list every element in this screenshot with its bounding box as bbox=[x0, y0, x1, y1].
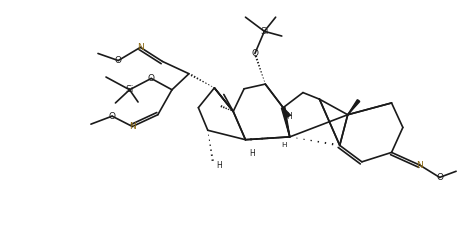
Polygon shape bbox=[348, 100, 360, 115]
Text: H: H bbox=[249, 149, 255, 158]
Text: N: N bbox=[137, 43, 144, 52]
Text: Si: Si bbox=[126, 85, 134, 94]
Text: O: O bbox=[251, 49, 258, 58]
Polygon shape bbox=[282, 107, 290, 137]
Text: O: O bbox=[148, 74, 155, 83]
Text: O: O bbox=[115, 56, 122, 65]
Text: O: O bbox=[109, 112, 116, 121]
Text: N: N bbox=[417, 161, 423, 170]
Polygon shape bbox=[283, 108, 291, 117]
Text: O: O bbox=[436, 173, 443, 182]
Text: H: H bbox=[282, 142, 287, 148]
Text: N: N bbox=[129, 122, 136, 131]
Text: Si: Si bbox=[260, 27, 268, 36]
Text: H: H bbox=[216, 161, 222, 170]
Text: H: H bbox=[286, 112, 292, 121]
